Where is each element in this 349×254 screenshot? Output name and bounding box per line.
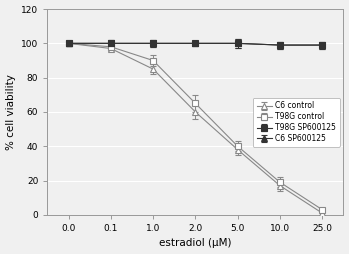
X-axis label: estradiol (μM): estradiol (μM): [159, 239, 232, 248]
Legend: C6 control, T98G control, T98G SP600125, C6 SP600125: C6 control, T98G control, T98G SP600125,…: [253, 98, 340, 147]
Y-axis label: % cell viability: % cell viability: [6, 74, 16, 150]
